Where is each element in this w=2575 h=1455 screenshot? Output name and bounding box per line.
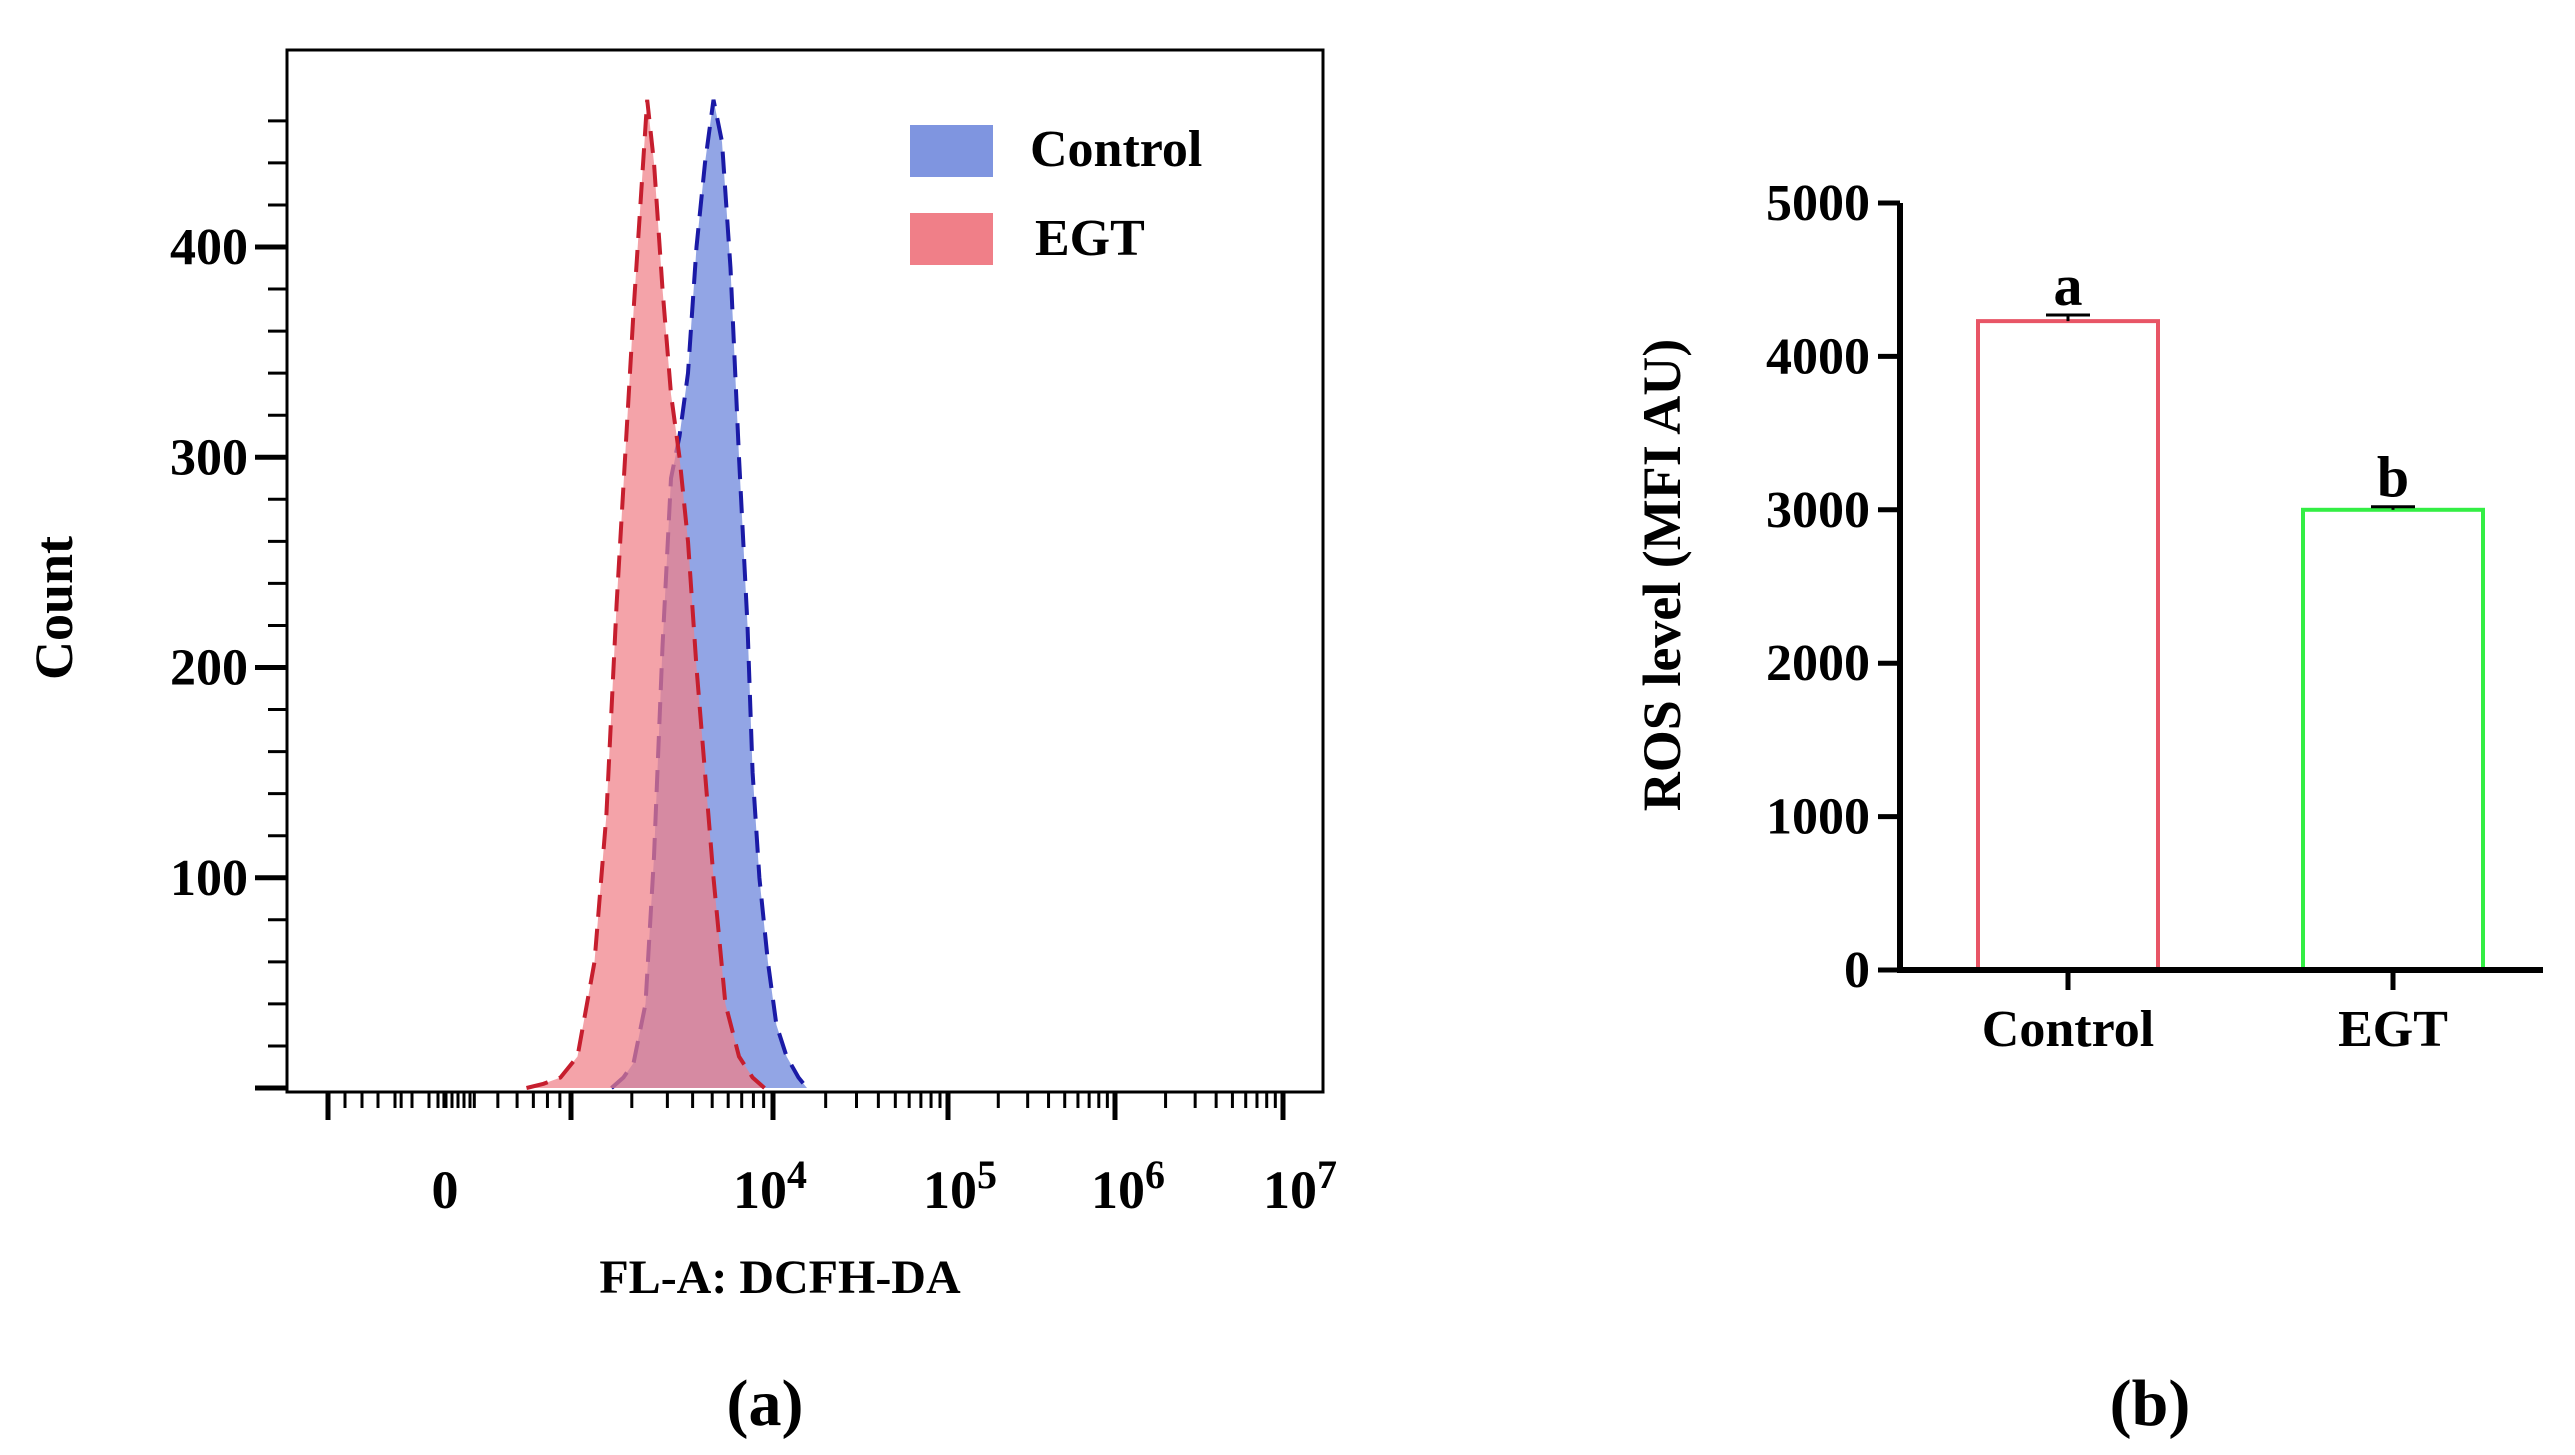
histogram-legend: Control EGT	[910, 121, 1202, 267]
bar-y-tick-label: 4000	[1766, 328, 1870, 385]
histogram-line-control	[610, 99, 809, 1090]
legend-label-control: Control	[1030, 121, 1202, 178]
bar-x-tick-label: EGT	[2338, 1001, 2448, 1058]
bar-x-tick-label: Control	[1982, 1001, 2154, 1058]
bar-y-axis: 0 1000 2000 3000 4000 5000	[1766, 175, 1900, 999]
bar-egt	[2301, 507, 2485, 972]
bar-control	[1976, 319, 2160, 973]
significance-letter-egt: b	[2377, 445, 2409, 510]
bar-series-group: ab	[1976, 253, 2485, 973]
histogram-series-group	[526, 99, 809, 1090]
x-tick-label: 104	[733, 1152, 807, 1220]
histogram-panel: 100 200 300 400 0 104 105 106 107 Control EGT F…	[24, 48, 1337, 1440]
panel-label-b: (b)	[2110, 1367, 2191, 1440]
x-tick-label: 105	[923, 1152, 997, 1220]
y-tick-label: 100	[170, 850, 248, 907]
bar-y-tick-label: 0	[1844, 942, 1870, 999]
bar-y-tick-label: 5000	[1766, 175, 1870, 232]
x-tick-label: 0	[432, 1160, 459, 1220]
histogram-line-egt	[526, 99, 766, 1090]
y-tick-label: 200	[170, 640, 248, 697]
x-tick-label: 107	[1263, 1152, 1337, 1220]
bar-y-axis-label: ROS level (MFI AU)	[1632, 339, 1692, 811]
bar-y-tick-label: 2000	[1766, 635, 1870, 692]
bar-y-tick-label: 1000	[1766, 789, 1870, 846]
legend-swatch-control	[910, 125, 993, 177]
legend-swatch-egt	[910, 213, 993, 265]
histogram-y-axis: 100 200 300 400	[170, 119, 287, 1091]
histogram-x-axis-label: FL-A: DCFH-DA	[599, 1251, 961, 1304]
histogram-y-axis-label: Count	[24, 536, 84, 680]
y-tick-label: 400	[170, 219, 248, 276]
x-tick-label: 106	[1091, 1152, 1165, 1220]
legend-label-egt: EGT	[1035, 210, 1145, 267]
bar-y-tick-label: 3000	[1766, 482, 1870, 539]
histogram-area-egt	[526, 99, 765, 1089]
bar-x-axis: Control EGT	[1982, 970, 2448, 1058]
panel-label-a: (a)	[727, 1367, 804, 1440]
significance-letter-control: a	[2054, 253, 2083, 318]
y-tick-label: 300	[170, 429, 248, 486]
histogram-plot-frame	[285, 48, 1325, 1094]
histogram-x-axis: 0 104 105 106 107	[325, 1092, 1337, 1220]
